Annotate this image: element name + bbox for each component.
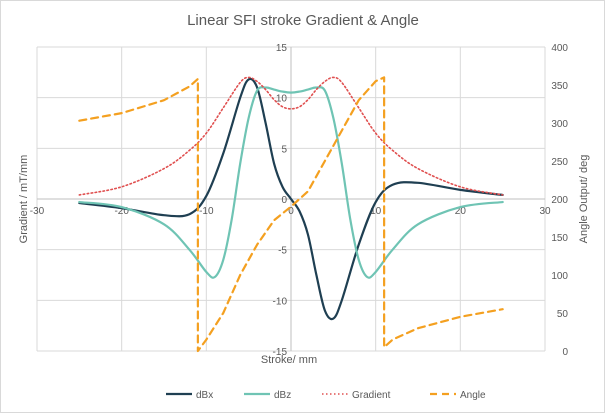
legend-label: dBx xyxy=(196,390,213,401)
x-tick-label: 0 xyxy=(288,206,294,217)
legend-label: Angle xyxy=(460,390,486,401)
y2-tick-label: 300 xyxy=(551,119,568,130)
y-tick-label: -5 xyxy=(278,246,287,257)
x-tick-label: 30 xyxy=(539,206,551,217)
chart-title: Linear SFI stroke Gradient & Angle xyxy=(187,12,419,29)
series-line-dbz xyxy=(78,86,504,279)
y-tick-label: 15 xyxy=(276,43,288,54)
y2-tick-label: 0 xyxy=(562,347,568,358)
series-line-dbx xyxy=(78,77,504,321)
y2-tick-label: 100 xyxy=(551,271,568,282)
grid xyxy=(36,46,546,352)
x-axis-title: Stroke/ mm xyxy=(261,354,317,366)
legend-label: dBz xyxy=(274,390,291,401)
y2-tick-label: 150 xyxy=(551,233,568,244)
y-tick-label: -10 xyxy=(273,296,288,307)
y-tick-label: -15 xyxy=(273,347,288,358)
x-tick-label: -20 xyxy=(114,206,129,217)
y2-tick-label: 50 xyxy=(557,309,569,320)
y-ticks: -15 -10 -5 0 5 10 15 xyxy=(273,43,288,358)
series xyxy=(78,76,504,353)
y2-tick-label: 350 xyxy=(551,81,568,92)
series-line-angle xyxy=(78,76,504,353)
x-tick-label: 20 xyxy=(455,206,467,217)
y2-axis-title: Angle Output/ deg xyxy=(578,155,590,244)
x-tick-label: -10 xyxy=(199,206,214,217)
legend: dBx dBz Gradient Angle xyxy=(166,390,486,401)
y2-tick-label: 200 xyxy=(551,195,568,206)
y-tick-label: 10 xyxy=(276,94,288,105)
legend-label: Gradient xyxy=(352,390,391,401)
y2-tick-label: 400 xyxy=(551,43,568,54)
y2-tick-label: 250 xyxy=(551,157,568,168)
y-tick-label: 5 xyxy=(281,144,287,155)
x-tick-label: 10 xyxy=(370,206,382,217)
x-tick-label: -30 xyxy=(30,206,45,217)
x-ticks: -30 -20 -10 0 10 20 30 xyxy=(30,206,551,217)
y2-ticks: 0 50 100 150 200 250 300 350 400 xyxy=(551,43,568,358)
series-line-gradient xyxy=(78,76,504,196)
y-axis-title: Gradient / mT/mm xyxy=(18,155,30,244)
y-tick-label: 0 xyxy=(281,195,287,206)
